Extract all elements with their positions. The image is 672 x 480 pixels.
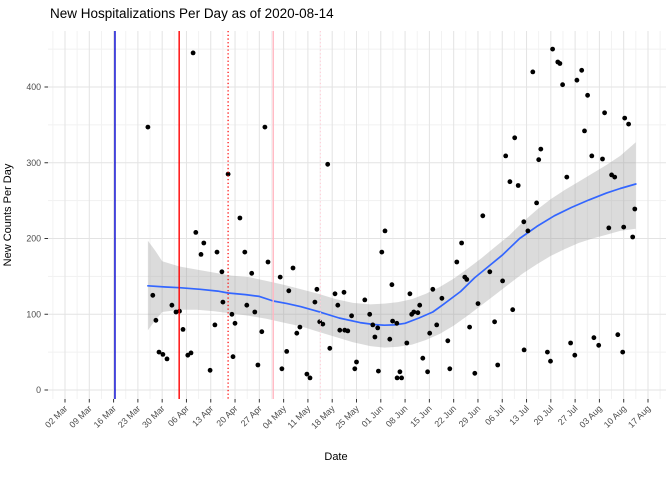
svg-text:0: 0 [36,385,41,395]
svg-text:200: 200 [26,234,41,244]
svg-text:02 Mar: 02 Mar [43,403,69,429]
svg-text:20 Apr: 20 Apr [214,403,239,428]
svg-text:09 Mar: 09 Mar [67,403,93,429]
svg-text:01 Jun: 01 Jun [359,403,385,429]
svg-text:16 Mar: 16 Mar [92,403,118,429]
svg-text:08 Jun: 08 Jun [384,403,410,429]
svg-text:06 Jul: 06 Jul [483,403,507,427]
chart-title: New Hospitalizations Per Day as of 2020-… [50,6,334,21]
svg-text:20 Jul: 20 Jul [532,403,556,427]
svg-text:30 Mar: 30 Mar [140,403,166,429]
svg-text:04 May: 04 May [261,403,289,431]
y-axis-title: New Counts Per Day [2,163,14,267]
svg-text:27 Jul: 27 Jul [556,403,580,427]
svg-text:27 Apr: 27 Apr [239,403,264,428]
x-axis-title: Date [324,451,348,463]
svg-text:100: 100 [26,309,41,319]
svg-text:300: 300 [26,158,41,168]
svg-text:23 Mar: 23 Mar [116,403,142,429]
svg-text:17 Aug: 17 Aug [626,403,653,430]
svg-text:25 May: 25 May [333,403,361,431]
svg-text:18 May: 18 May [309,403,337,431]
svg-text:22 Jun: 22 Jun [432,403,458,429]
svg-text:03 Aug: 03 Aug [577,403,604,430]
svg-text:15 Jun: 15 Jun [408,403,434,429]
svg-text:10 Aug: 10 Aug [602,403,629,430]
svg-text:29 Jun: 29 Jun [457,403,483,429]
svg-text:06 Apr: 06 Apr [166,403,191,428]
svg-text:13 Apr: 13 Apr [190,403,215,428]
svg-text:13 Jul: 13 Jul [507,403,531,427]
svg-text:11 May: 11 May [285,403,312,430]
svg-text:400: 400 [26,82,41,92]
